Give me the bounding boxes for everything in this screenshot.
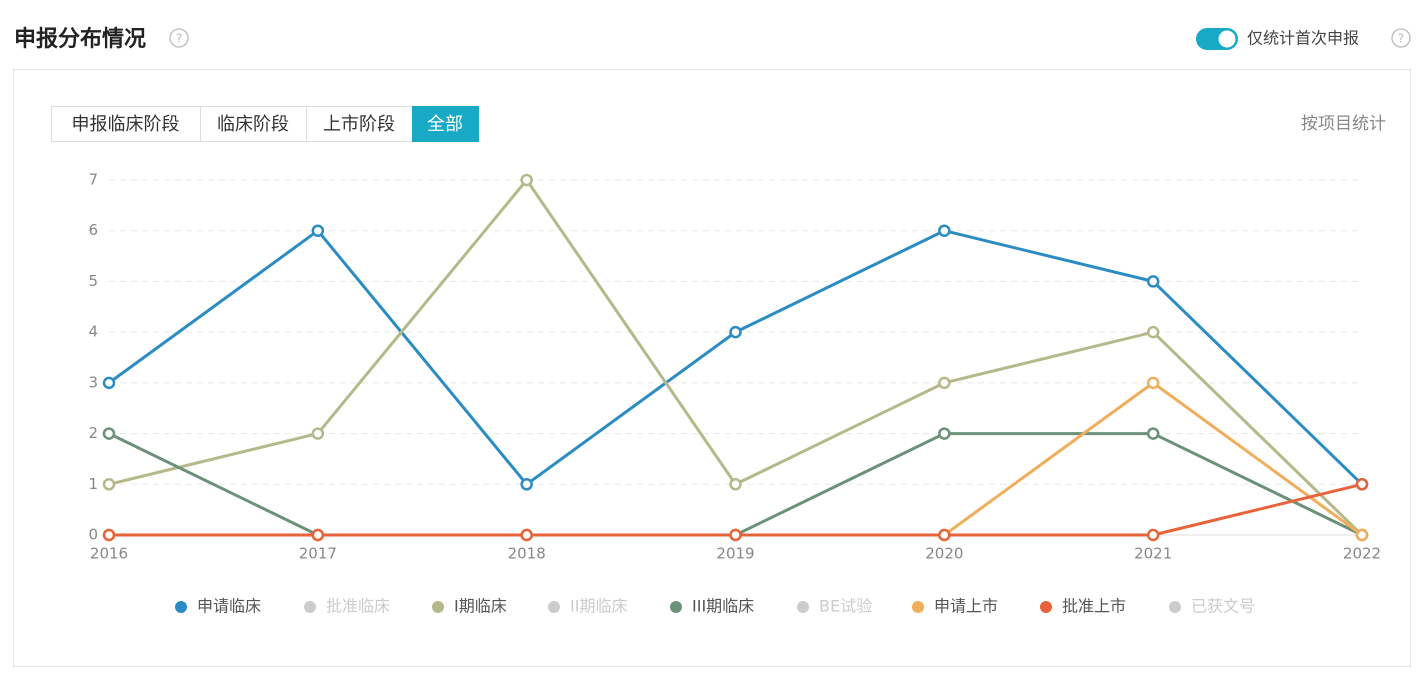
legend-label[interactable]: 批准上市 xyxy=(1062,597,1126,616)
series-line xyxy=(109,381,1363,537)
data-point xyxy=(1146,275,1160,288)
y-tick-label: 1 xyxy=(88,475,98,493)
legend-dot[interactable] xyxy=(432,601,444,613)
tab[interactable] xyxy=(412,106,479,142)
data-point xyxy=(311,427,325,440)
svg-text:?: ? xyxy=(176,32,182,46)
series-line xyxy=(108,229,1364,486)
legend-dot[interactable] xyxy=(304,601,316,613)
panel xyxy=(13,69,1411,667)
data-point xyxy=(102,376,116,390)
legend-dot[interactable] xyxy=(912,601,924,613)
legend-dot[interactable] xyxy=(670,601,682,613)
y-tick-label: 6 xyxy=(88,221,98,239)
data-point xyxy=(520,173,533,187)
legend-label[interactable]: 已获文号 xyxy=(1191,597,1255,616)
y-tick-label: 0 xyxy=(88,526,98,544)
data-point xyxy=(311,528,325,542)
data-point xyxy=(311,224,325,237)
y-tick-label: 4 xyxy=(88,323,98,341)
legend-label[interactable]: III期临床 xyxy=(692,597,754,616)
data-point xyxy=(938,224,951,237)
legend-dot[interactable] xyxy=(1169,601,1181,613)
svg-text:?: ? xyxy=(1398,32,1404,46)
data-point xyxy=(938,528,951,542)
data-point xyxy=(102,478,116,491)
data-point xyxy=(1146,427,1160,440)
help-icon[interactable]: ? xyxy=(1391,28,1411,48)
tab[interactable] xyxy=(51,106,201,142)
x-tick-label: 2018 xyxy=(508,545,546,563)
x-tick-label: 2019 xyxy=(716,545,754,563)
data-point xyxy=(1146,376,1160,390)
data-point xyxy=(938,376,951,390)
legend-dot[interactable] xyxy=(548,601,560,613)
tab[interactable] xyxy=(200,106,307,142)
legend-label[interactable]: 申请临床 xyxy=(197,597,261,616)
data-point xyxy=(1146,325,1160,339)
toggle[interactable] xyxy=(1196,28,1238,50)
legend-label[interactable]: 批准临床 xyxy=(326,597,390,616)
x-tick-label: 2020 xyxy=(925,545,963,563)
tab-label[interactable]: 临床阶段 xyxy=(217,114,289,135)
data-point xyxy=(729,325,742,339)
x-tick-label: 2016 xyxy=(90,545,128,563)
y-tick-label: 3 xyxy=(88,373,98,391)
y-tick-label: 2 xyxy=(88,424,98,442)
data-point xyxy=(1355,528,1369,542)
x-tick-label: 2021 xyxy=(1134,545,1172,563)
title: 申报分布情况 xyxy=(14,26,146,52)
tab-label[interactable]: 全部 xyxy=(427,114,463,135)
side-link[interactable]: 按项目统计 xyxy=(1301,114,1386,134)
legend-dot[interactable] xyxy=(1040,601,1052,613)
legend-label[interactable]: II期临床 xyxy=(570,597,627,616)
data-point xyxy=(1146,528,1160,542)
data-point xyxy=(102,427,116,440)
legend-label[interactable]: I期临床 xyxy=(454,597,507,616)
toggle-label: 仅统计首次申报 xyxy=(1247,29,1359,48)
series-line xyxy=(109,482,1363,537)
data-point xyxy=(938,427,951,440)
data-point xyxy=(520,478,533,491)
data-point xyxy=(729,528,742,542)
data-point xyxy=(520,528,533,542)
legend-label[interactable]: BE试验 xyxy=(819,597,872,616)
data-point xyxy=(1355,478,1369,491)
tab-label[interactable]: 申报临床阶段 xyxy=(72,114,180,135)
y-tick-label: 7 xyxy=(88,171,98,189)
tab-label[interactable]: 上市阶段 xyxy=(323,114,395,135)
data-point xyxy=(102,528,116,542)
x-tick-label: 2017 xyxy=(299,545,337,563)
legend-label[interactable]: 申请上市 xyxy=(934,597,998,616)
help-icon[interactable]: ? xyxy=(169,28,189,48)
y-tick-label: 5 xyxy=(88,272,98,290)
legend-dot[interactable] xyxy=(797,601,809,613)
legend-dot[interactable] xyxy=(175,601,187,613)
x-tick-label: 2022 xyxy=(1343,545,1381,563)
data-point xyxy=(729,478,742,491)
